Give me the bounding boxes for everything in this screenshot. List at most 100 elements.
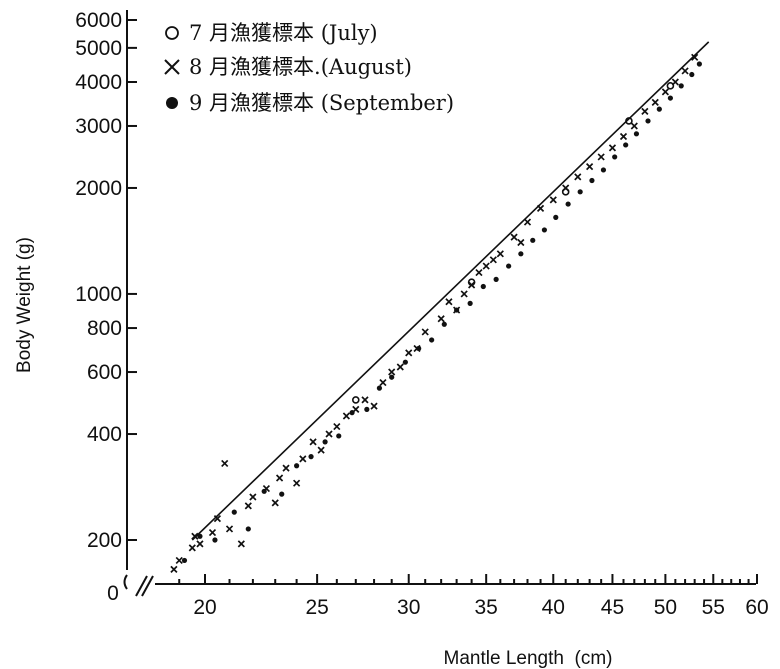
data-point-dot xyxy=(506,263,512,269)
data-point-cross xyxy=(225,525,234,533)
data-points xyxy=(170,53,702,574)
data-point-cross xyxy=(489,256,497,264)
data-point-dot xyxy=(294,463,300,469)
data-point-dot xyxy=(656,106,662,112)
legend-symbol-circle xyxy=(165,26,179,40)
data-point-cross xyxy=(405,349,413,357)
y-tick-label: 1000 xyxy=(75,283,122,306)
data-point-dot xyxy=(364,406,370,412)
data-point-cross xyxy=(309,438,317,446)
data-point-cross xyxy=(619,132,628,141)
y-tick-label: 400 xyxy=(87,423,122,446)
data-point-cross xyxy=(475,268,483,277)
data-point-dot xyxy=(689,71,695,78)
legend-symbol-dot xyxy=(166,97,178,109)
data-point-cross xyxy=(597,153,605,161)
data-point-cross xyxy=(681,67,689,75)
data-point-dot xyxy=(623,142,629,148)
x-tick-label: 35 xyxy=(475,596,498,619)
data-point-cross xyxy=(671,78,679,86)
data-point-cross xyxy=(244,502,252,510)
y-axis-line xyxy=(123,10,128,590)
y-tick-label: 800 xyxy=(87,317,122,340)
data-point-dot xyxy=(518,251,524,257)
data-point-dot xyxy=(308,454,314,460)
data-point-dot xyxy=(376,385,383,391)
data-point-cross xyxy=(468,281,476,289)
data-point-dot xyxy=(600,167,607,173)
data-point-cross xyxy=(641,107,649,116)
legend-symbol-cross xyxy=(164,59,180,75)
data-point-cross xyxy=(317,446,325,454)
data-point-dot xyxy=(349,410,355,416)
data-point-dot xyxy=(261,488,267,494)
y-axis-title: Body Weight (g) xyxy=(14,237,35,373)
data-point-dot xyxy=(696,61,702,67)
data-point-dot xyxy=(565,201,571,207)
x-tick-label: 60 xyxy=(745,596,768,619)
legend-label: 7 月漁獲標本 (July) xyxy=(189,21,378,45)
data-point-cross xyxy=(370,402,378,410)
data-point-cross xyxy=(437,315,445,323)
data-point-cross xyxy=(445,298,453,306)
data-point-dot xyxy=(429,337,435,343)
data-point-dot xyxy=(279,491,285,497)
data-point-cross xyxy=(661,88,669,96)
y-tick-label: 5000 xyxy=(75,37,122,60)
y-ticks: 200 400 600 800 1000 2000 3000 4000 5000 6000 xyxy=(75,9,137,552)
x-axis-title: Mantle Length (cm) xyxy=(444,648,613,669)
data-point-cross xyxy=(275,474,284,482)
legend-label: 9 月漁獲標本 (September) xyxy=(189,91,454,115)
y-tick-label: 200 xyxy=(87,529,122,552)
data-point-cross xyxy=(630,122,638,130)
data-point-dot xyxy=(245,526,251,532)
data-point-cross xyxy=(271,499,279,507)
regression-line xyxy=(191,41,710,541)
data-point-dot xyxy=(336,433,342,439)
data-point-circle xyxy=(625,117,633,125)
data-point-dot xyxy=(589,177,595,184)
data-point-cross xyxy=(221,459,229,468)
x-tick-label: 50 xyxy=(654,596,677,619)
data-point-dot xyxy=(493,276,499,282)
data-point-cross xyxy=(379,378,387,387)
data-point-cross xyxy=(691,53,699,61)
data-point-circle xyxy=(666,82,675,90)
data-point-cross xyxy=(549,196,557,204)
y-tick-label: 6000 xyxy=(75,9,122,32)
data-point-dot xyxy=(441,321,447,327)
data-point-dot xyxy=(577,189,583,195)
data-point-dot xyxy=(402,359,408,365)
data-point-dot xyxy=(322,439,328,445)
data-point-cross xyxy=(170,565,178,574)
data-point-dot xyxy=(678,83,684,89)
x-tick-label: 20 xyxy=(193,596,216,619)
data-point-cross xyxy=(293,479,301,487)
data-point-cross xyxy=(460,290,468,298)
data-point-dot xyxy=(212,537,218,543)
data-point-cross xyxy=(333,422,341,431)
data-point-cross xyxy=(482,262,490,270)
axis-break-mark xyxy=(135,575,154,597)
data-point-dot xyxy=(197,533,203,539)
data-point-cross xyxy=(562,184,570,192)
data-point-dot xyxy=(454,307,460,313)
data-point-cross xyxy=(325,430,333,438)
data-point-dot xyxy=(231,509,237,515)
legend-label: 8 月漁獲標本.(August) xyxy=(189,55,412,79)
data-point-dot xyxy=(541,227,548,233)
data-point-dot xyxy=(645,118,651,124)
data-point-cross xyxy=(208,528,217,537)
data-point-cross xyxy=(574,173,582,181)
data-point-cross xyxy=(237,540,245,548)
data-point-cross xyxy=(651,98,659,107)
x-ticks: 20 25 30 35 40 45 50 55 60 xyxy=(193,574,769,619)
data-point-dot xyxy=(667,95,673,101)
data-point-cross xyxy=(175,556,183,565)
y-tick-label: 600 xyxy=(87,361,122,384)
data-point-dot xyxy=(553,214,559,220)
legend: 7 月漁獲標本 (July) 8 月漁獲標本.(August) 9 月漁獲標本 (S… xyxy=(164,21,454,115)
data-point-dot xyxy=(467,300,473,306)
